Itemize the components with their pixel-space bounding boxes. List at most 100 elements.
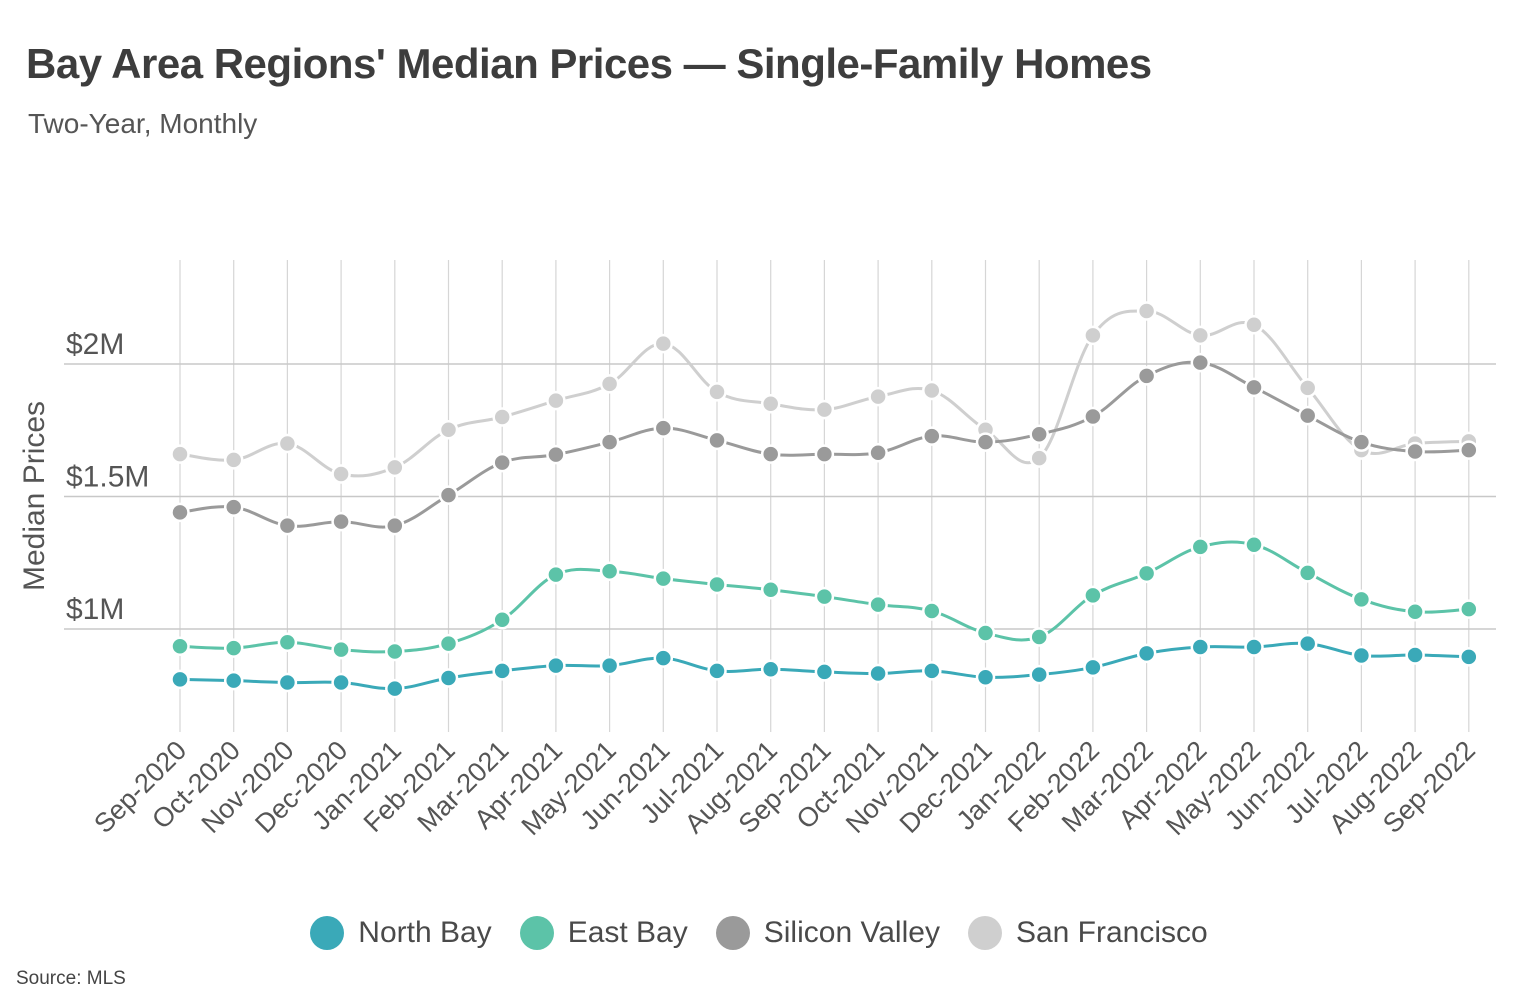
- data-point: [438, 419, 459, 440]
- x-axis-ticks: Sep-2020Oct-2020Nov-2020Dec-2020Jan-2021…: [88, 735, 1481, 841]
- data-point: [170, 669, 190, 690]
- data-point: [438, 633, 459, 654]
- data-point: [385, 678, 405, 699]
- legend-item: East Bay: [519, 916, 688, 950]
- data-point: [868, 663, 888, 684]
- series-san-francisco: [170, 301, 1479, 484]
- series-silicon-valley: [170, 352, 1479, 536]
- data-point: [492, 452, 512, 473]
- data-point: [1083, 406, 1103, 427]
- data-point: [1351, 645, 1372, 666]
- data-point: [922, 426, 942, 446]
- data-point: [1244, 315, 1264, 335]
- legend-label: North Bay: [358, 916, 492, 949]
- data-point: [1136, 563, 1157, 584]
- data-point: [868, 386, 888, 407]
- legend-swatch: [715, 916, 750, 950]
- data-point: [1136, 643, 1157, 664]
- data-point: [975, 432, 996, 452]
- legend-label: East Bay: [567, 916, 688, 949]
- data-point: [707, 574, 727, 595]
- data-point: [1351, 589, 1372, 610]
- source-note: Source: MLS: [16, 968, 126, 989]
- data-point: [1459, 647, 1479, 667]
- data-point: [1244, 637, 1264, 657]
- data-point: [868, 594, 888, 615]
- data-point: [492, 407, 512, 427]
- data-point: [492, 661, 512, 681]
- data-point: [1351, 432, 1372, 452]
- y-tick-label: $2M: [66, 328, 124, 361]
- data-point: [653, 333, 674, 354]
- data-point: [599, 655, 620, 676]
- data-point: [1083, 585, 1103, 606]
- data-point: [1190, 537, 1211, 557]
- data-point: [1029, 448, 1049, 468]
- data-point: [1029, 424, 1049, 444]
- data-point: [385, 457, 405, 478]
- data-point: [707, 430, 727, 451]
- data-point: [331, 464, 351, 484]
- data-point: [277, 433, 298, 454]
- data-point: [922, 601, 942, 621]
- data-point: [223, 638, 244, 658]
- data-point: [170, 444, 190, 464]
- data-point: [170, 502, 190, 523]
- data-point: [814, 586, 835, 607]
- legend-item: North Bay: [310, 916, 492, 950]
- data-point: [277, 672, 298, 693]
- data-point: [1405, 645, 1425, 665]
- y-tick-label: $1.5M: [66, 461, 149, 494]
- data-point: [760, 659, 781, 680]
- data-point: [1029, 627, 1049, 647]
- data-point: [868, 443, 888, 463]
- data-point: [546, 655, 566, 676]
- data-point: [1083, 657, 1103, 678]
- data-point: [1297, 563, 1318, 583]
- data-point: [385, 515, 405, 536]
- data-point: [1405, 602, 1425, 622]
- data-point: [277, 515, 298, 536]
- legend-swatch: [310, 916, 345, 950]
- data-point: [331, 639, 351, 660]
- data-point: [223, 450, 244, 470]
- data-point: [331, 672, 351, 693]
- y-tick-label: $1M: [66, 593, 124, 626]
- legend: North Bay East Bay Silicon Valley San Franc…: [0, 916, 1528, 950]
- data-point: [546, 444, 566, 465]
- data-point: [922, 661, 942, 681]
- data-point: [438, 485, 459, 505]
- legend-label: Silicon Valley: [763, 916, 940, 949]
- data-point: [1297, 633, 1318, 654]
- data-point: [438, 668, 459, 688]
- legend-item: San Francisco: [967, 916, 1208, 950]
- data-point: [1083, 325, 1103, 346]
- series: [170, 301, 1479, 699]
- data-point: [1190, 637, 1211, 657]
- data-point: [1297, 378, 1318, 398]
- data-point: [707, 661, 727, 681]
- data-point: [170, 636, 190, 656]
- data-point: [1136, 366, 1157, 386]
- data-point: [653, 568, 674, 589]
- chart-subtitle: Two-Year, Monthly: [28, 108, 258, 139]
- y-axis-ticks: $1M $1.5M $2M: [66, 328, 149, 626]
- data-point: [599, 432, 620, 452]
- data-point: [1405, 441, 1425, 462]
- data-point: [922, 380, 942, 401]
- y-axis-label: Median Prices: [18, 401, 51, 591]
- data-point: [1029, 664, 1049, 685]
- data-point: [1244, 534, 1264, 555]
- grid: [64, 260, 1496, 732]
- data-point: [223, 497, 244, 517]
- data-point: [975, 667, 996, 687]
- data-point: [1190, 352, 1211, 373]
- data-point: [385, 641, 405, 662]
- data-point: [546, 564, 566, 585]
- legend-label: San Francisco: [1015, 916, 1208, 949]
- data-point: [760, 444, 781, 464]
- legend-swatch: [519, 916, 554, 950]
- data-point: [814, 444, 835, 464]
- data-point: [599, 374, 620, 394]
- data-point: [760, 394, 781, 414]
